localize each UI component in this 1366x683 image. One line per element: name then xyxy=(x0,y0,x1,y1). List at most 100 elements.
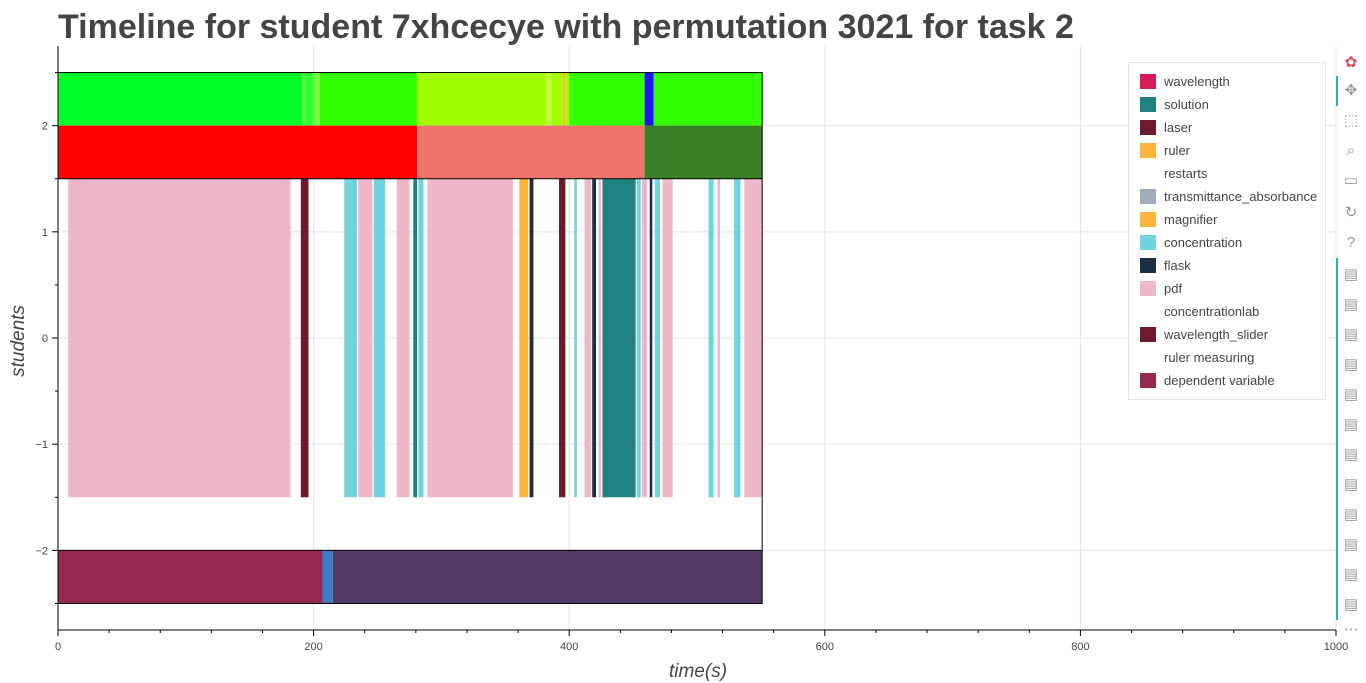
chart-title: Timeline for student 7xhcecye with permu… xyxy=(58,8,1074,46)
timeline-segment xyxy=(358,178,373,498)
legend-item[interactable]: transmittance_absorbance xyxy=(1140,185,1325,208)
reset-icon[interactable]: ↻ xyxy=(1344,204,1358,221)
legend-item[interactable]: pdf xyxy=(1140,277,1325,300)
x-tick-label: 0 xyxy=(55,641,61,653)
plot-toolbar: ✿ ✥ ⬚ ⌕ ▭ ↻? ▤ ▤ ▤ ▤ ▤ ▤ ▤ ▤ ▤ ▤ ▤ ▤ ⋯ xyxy=(1336,44,1366,683)
toolbar-separator xyxy=(1336,76,1338,106)
timeline-segment xyxy=(519,178,529,498)
legend-label: restarts xyxy=(1164,166,1208,181)
legend-item[interactable]: dependent variable xyxy=(1140,369,1325,392)
y-axis-label: students xyxy=(8,305,29,377)
timeline-segment xyxy=(565,72,570,126)
timeline-segment xyxy=(644,72,654,126)
legend-swatch xyxy=(1140,166,1156,181)
wheel-zoom-icon[interactable]: ⌕ xyxy=(1346,141,1356,159)
timeline-segment xyxy=(662,178,673,498)
timeline-segment xyxy=(332,550,763,604)
legend-label: concentrationlab xyxy=(1164,304,1260,319)
legend-label: ruler xyxy=(1164,143,1191,158)
timeline-segment xyxy=(319,72,418,126)
legend-item[interactable]: restarts xyxy=(1140,162,1325,185)
timeline-bars xyxy=(57,72,763,604)
x-tick-label: 400 xyxy=(560,641,578,653)
timeline-segment xyxy=(427,178,513,498)
timeline-segment xyxy=(584,178,591,498)
hover-icon[interactable]: ▤ xyxy=(1343,326,1359,343)
hover-icon[interactable]: ▤ xyxy=(1343,476,1359,493)
timeline-segment xyxy=(417,72,547,126)
help-icon[interactable]: ? xyxy=(1346,233,1356,251)
hover-icon[interactable]: ▤ xyxy=(1343,296,1359,313)
legend-swatch xyxy=(1140,189,1156,204)
more-icon[interactable]: ⋯ xyxy=(1343,621,1359,638)
legend-label: wavelength_slider xyxy=(1164,327,1269,342)
legend-item[interactable]: flask xyxy=(1140,254,1325,277)
legend-label: solution xyxy=(1164,97,1209,112)
hover-icon[interactable]: ▤ xyxy=(1343,566,1359,583)
timeline-segment xyxy=(708,178,714,498)
save-icon[interactable]: ▭ xyxy=(1343,172,1359,189)
timeline-segment xyxy=(654,178,660,498)
timeline-segment xyxy=(642,178,648,498)
legend-swatch xyxy=(1140,74,1156,89)
timeline-segment xyxy=(717,178,721,498)
timeline-segment xyxy=(558,178,566,498)
legend-item[interactable]: laser xyxy=(1140,116,1325,139)
legend-label: concentration xyxy=(1164,235,1243,250)
legend-label: laser xyxy=(1164,120,1193,135)
timeline-segment xyxy=(344,178,358,498)
timeline-segment xyxy=(734,178,741,498)
pan-icon[interactable]: ✥ xyxy=(1344,82,1358,99)
timeline-segment xyxy=(592,178,597,498)
legend-swatch xyxy=(1140,373,1156,388)
legend-label: magnifier xyxy=(1164,212,1218,227)
legend-swatch xyxy=(1140,258,1156,273)
x-tick-label: 200 xyxy=(304,641,322,653)
legend-swatch xyxy=(1140,235,1156,250)
legend-item[interactable]: wavelength_slider xyxy=(1140,323,1325,346)
legend-label: transmittance_absorbance xyxy=(1164,189,1318,204)
hover-icon[interactable]: ▤ xyxy=(1343,386,1359,403)
legend-label: dependent variable xyxy=(1164,373,1275,388)
timeline-segment xyxy=(300,178,309,498)
timeline-segment xyxy=(302,72,305,126)
hover-icon[interactable]: ▤ xyxy=(1343,536,1359,553)
x-tick-label: 600 xyxy=(816,641,834,653)
timeline-segment xyxy=(562,72,566,126)
timeline-segment xyxy=(649,178,653,498)
hover-icon[interactable]: ▤ xyxy=(1343,356,1359,373)
legend-item[interactable]: solution xyxy=(1140,93,1325,116)
hover-icon[interactable]: ▤ xyxy=(1343,266,1359,283)
hover-icon[interactable]: ▤ xyxy=(1343,446,1359,463)
timeline-segment xyxy=(529,178,534,498)
legend-item[interactable]: ruler xyxy=(1140,139,1325,162)
timeline-segment xyxy=(413,178,418,498)
legend-item[interactable]: concentrationlab xyxy=(1140,300,1325,323)
hover-icon[interactable]: ▤ xyxy=(1343,596,1359,613)
legend-item[interactable]: ruler measuring xyxy=(1140,346,1325,369)
y-tick-label: −1 xyxy=(35,439,48,451)
box-zoom-icon[interactable]: ⬚ xyxy=(1343,112,1359,129)
x-tick-label: 800 xyxy=(1071,641,1089,653)
timeline-segment xyxy=(58,72,303,126)
legend-label: ruler measuring xyxy=(1164,350,1255,365)
timeline-segment xyxy=(551,72,563,126)
legend-swatch xyxy=(1140,120,1156,135)
timeline-segment xyxy=(304,72,314,126)
x-tick-label: 1000 xyxy=(1324,641,1348,653)
hover-icon[interactable]: ▤ xyxy=(1343,416,1359,433)
legend-item[interactable]: wavelength xyxy=(1140,70,1325,93)
hover-icon[interactable]: ▤ xyxy=(1343,506,1359,523)
legend-label: flask xyxy=(1164,258,1191,273)
legend-item[interactable]: magnifier xyxy=(1140,208,1325,231)
legend-swatch xyxy=(1140,212,1156,227)
legend-item[interactable]: concentration xyxy=(1140,231,1325,254)
y-tick-label: 2 xyxy=(42,121,48,133)
bokeh-logo-icon[interactable]: ✿ xyxy=(1344,54,1358,71)
timeline-segment xyxy=(58,125,418,179)
y-tick-label: 1 xyxy=(42,227,48,239)
toolbar-separator xyxy=(1336,258,1338,620)
x-axis-label: time(s) xyxy=(669,661,727,682)
legend-label: wavelength xyxy=(1164,74,1230,89)
